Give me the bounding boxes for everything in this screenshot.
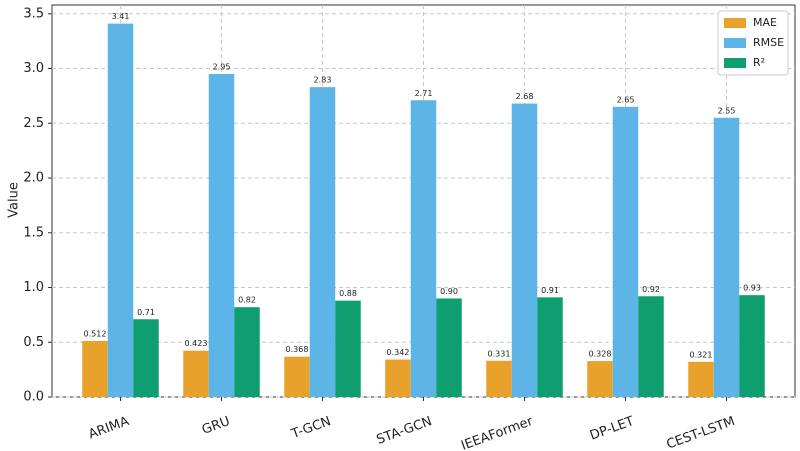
legend-swatch [724,58,746,68]
x-tick-label: T-GCN [289,414,333,442]
value-label: 0.92 [642,285,660,294]
bar [537,297,563,397]
y-tick-label: 1.0 [23,280,44,295]
value-label: 0.331 [488,349,511,358]
x-tick-label: IEEAFormer [459,414,535,451]
bar [335,300,361,397]
legend-swatch [724,18,746,28]
value-label: 0.321 [690,350,713,359]
y-tick-label: 3.5 [23,6,44,21]
bar [511,103,538,397]
bar [612,106,639,398]
legend-swatch [724,38,746,48]
legend-label: MAE [753,16,777,29]
y-axis-label: Value [7,182,22,218]
y-tick-label: 3.0 [23,61,44,76]
value-label: 2.83 [314,76,332,85]
value-label: 0.342 [387,348,410,357]
bar [309,87,336,398]
value-label: 2.95 [213,62,231,71]
value-label: 0.88 [339,289,357,298]
value-label: 0.71 [137,308,155,317]
x-tick-label: ARIMA [87,414,132,442]
legend: MAE RMSE R² [717,10,789,76]
bar [688,361,714,397]
x-tick-label: CEST-LSTM [665,414,737,451]
bar [713,117,740,398]
value-label: 2.71 [415,89,433,98]
y-tick-label: 2.5 [23,116,44,131]
value-label: 0.93 [743,284,761,293]
x-tick-label: STA-GCN [375,414,434,448]
value-label: 3.41 [112,12,130,21]
bar [284,356,310,397]
bar [739,295,765,397]
bar [436,298,462,397]
bar [107,23,134,397]
bar [385,359,411,397]
value-label: 0.91 [541,286,559,295]
y-tick-label: 0.5 [23,335,44,350]
legend-label: RMSE [753,36,784,49]
value-label: 2.68 [516,92,534,101]
bar [587,361,613,397]
bar [133,319,159,397]
y-tick-label: 2.0 [23,171,44,186]
value-label: 2.65 [617,95,635,104]
bar [638,296,664,397]
bar [82,340,108,397]
value-label: 0.90 [440,287,458,296]
value-label: 0.368 [286,345,309,354]
bar [183,350,209,397]
bar [234,307,260,397]
y-tick-label: 0.0 [23,390,44,405]
value-label: 0.82 [238,296,256,305]
bar [208,73,235,397]
x-tick-label: GRU [200,414,232,438]
value-label: 0.423 [185,339,208,348]
y-tick-label: 1.5 [23,225,44,240]
bar [410,100,437,397]
value-label: 0.512 [84,329,107,338]
value-label: 2.55 [718,106,736,115]
bar [486,360,512,397]
x-tick-label: DP-LET [588,414,636,444]
legend-label: R² [753,56,765,69]
value-label: 0.328 [589,350,612,359]
